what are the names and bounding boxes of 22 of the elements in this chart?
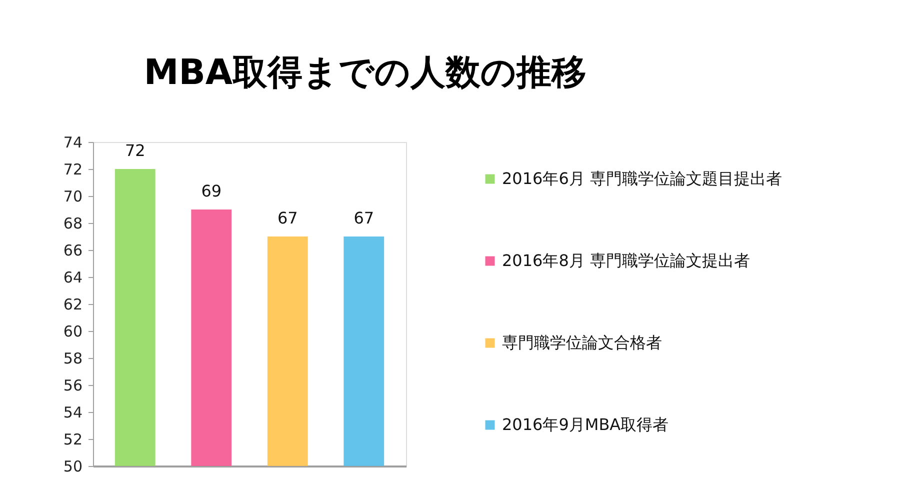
data-label: 67: [354, 208, 374, 228]
y-tick-label: 70: [63, 188, 82, 206]
legend-label: 2016年9月MBA取得者: [502, 415, 669, 434]
chart-title: MBA取得までの人数の推移: [144, 53, 587, 93]
y-tick-label: 68: [63, 214, 82, 232]
legend-label: 2016年6月 専門職学位論文題目提出者: [502, 169, 782, 188]
y-tick-label: 62: [63, 296, 82, 314]
y-tick-label: 56: [63, 376, 82, 394]
data-label: 67: [277, 208, 298, 228]
y-tick-label: 50: [63, 458, 82, 476]
y-tick-label: 66: [63, 242, 82, 260]
y-tick-label: 74: [63, 134, 82, 152]
legend-label: 2016年8月 専門職学位論文提出者: [502, 251, 750, 270]
data-label: 69: [201, 182, 222, 200]
data-label: 72: [124, 141, 146, 160]
y-tick-label: 60: [63, 322, 82, 340]
legend-label: 専門職学位論文合格者: [502, 333, 662, 352]
y-tick-label: 64: [63, 268, 82, 286]
y-tick-label: 58: [63, 350, 82, 368]
y-tick-label: 72: [63, 160, 82, 178]
y-tick-label: 54: [63, 404, 82, 422]
y-tick-label: 52: [63, 430, 82, 448]
